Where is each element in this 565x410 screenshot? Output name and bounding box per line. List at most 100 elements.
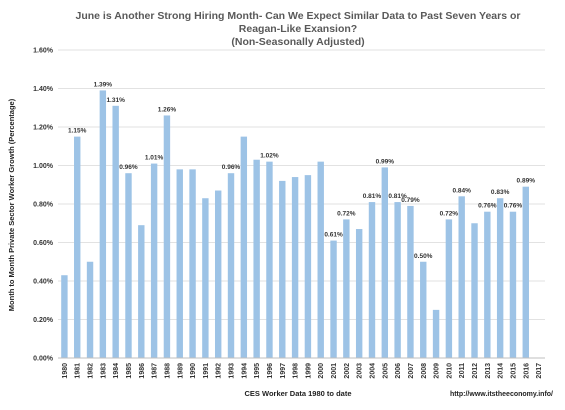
data-label-2002: 0.72% xyxy=(337,210,356,217)
y-tick-label: 0.40% xyxy=(33,279,54,286)
source-url: http://www.itstheeconomy.info/ xyxy=(450,391,553,398)
bar-2016 xyxy=(522,186,529,358)
x-tick-label-1987: 1987 xyxy=(152,363,159,379)
data-label-2010: 0.72% xyxy=(440,210,459,217)
data-label-2013: 0.76% xyxy=(478,203,497,210)
x-tick-label-2015: 2015 xyxy=(510,363,517,379)
bar-2000 xyxy=(317,161,324,358)
y-tick-label: 0.80% xyxy=(33,202,54,209)
x-tick-label-1990: 1990 xyxy=(190,363,197,379)
data-label-1981: 1.15% xyxy=(68,128,87,135)
x-tick-label-2002: 2002 xyxy=(344,363,351,379)
data-label-1996: 1.02% xyxy=(260,153,279,160)
data-label-2007: 0.79% xyxy=(401,197,420,204)
data-labels: 1.15% 1.39% 1.31% 0.96% 1.01% 1.26% 0.96% 1.02%… xyxy=(68,81,535,259)
data-label-1985: 0.96% xyxy=(119,164,138,171)
bar-2012 xyxy=(471,223,478,358)
data-label-2001: 0.61% xyxy=(324,232,343,239)
chart-title-line-1: June is Another Strong Hiring Month- Can… xyxy=(76,10,521,22)
bar-2010 xyxy=(445,219,453,358)
x-tick-label-2004: 2004 xyxy=(369,363,376,379)
x-tick-label-1999: 1999 xyxy=(305,363,312,379)
x-tick-label-2010: 2010 xyxy=(446,363,453,379)
x-tick-label-1985: 1985 xyxy=(126,363,133,379)
bar-1983 xyxy=(99,90,107,359)
bar-1992 xyxy=(214,190,222,358)
bar-1987 xyxy=(150,163,158,358)
x-tick-label-2016: 2016 xyxy=(523,363,530,379)
chart-title-line-2: Reagan-Like Exansion? xyxy=(239,23,357,35)
chart-title: June is Another Strong Hiring Month- Can… xyxy=(76,10,521,48)
data-label-1987: 1.01% xyxy=(145,155,164,162)
y-tick-label: 0.60% xyxy=(33,240,54,247)
bar-1988 xyxy=(163,115,171,358)
data-label-2004: 0.81% xyxy=(363,193,382,200)
data-label-2011: 0.84% xyxy=(452,187,471,194)
x-axis-title: CES Worker Data 1980 to date xyxy=(245,389,352,398)
bar-2004 xyxy=(368,202,376,358)
bar-1998 xyxy=(291,177,299,358)
bar-2002 xyxy=(343,219,350,358)
x-tick-label-1996: 1996 xyxy=(267,363,274,379)
x-axis-ticks: 1980 1981 1982 1983 1984 1985 1986 1987 1988 1989… xyxy=(62,363,543,379)
bar-2014 xyxy=(496,198,504,358)
bar-1980 xyxy=(61,275,68,358)
bar-1984 xyxy=(112,105,119,358)
data-label-2015: 0.76% xyxy=(504,203,523,210)
x-tick-label-1994: 1994 xyxy=(241,363,248,379)
data-label-1988: 1.26% xyxy=(158,106,177,113)
bar-1995 xyxy=(253,159,260,358)
bar-2006 xyxy=(394,202,401,358)
data-label-2005: 0.99% xyxy=(376,158,395,165)
x-tick-label-1991: 1991 xyxy=(203,363,210,379)
data-label-1983: 1.39% xyxy=(94,81,113,88)
bar-1996 xyxy=(266,161,273,358)
x-tick-label-2013: 2013 xyxy=(485,363,492,379)
y-tick-label: 1.60% xyxy=(33,48,54,55)
x-tick-label-2000: 2000 xyxy=(318,363,325,379)
bar-2003 xyxy=(355,229,363,358)
x-tick-label-2012: 2012 xyxy=(472,363,479,379)
bar-series xyxy=(61,90,529,359)
y-tick-label: 0.00% xyxy=(33,356,54,363)
x-tick-label-1980: 1980 xyxy=(62,363,69,379)
bar-2009 xyxy=(432,309,440,358)
data-label-1984: 1.31% xyxy=(106,97,125,104)
bar-2001 xyxy=(330,240,337,358)
bar-1982 xyxy=(86,261,94,358)
bar-2011 xyxy=(458,196,465,358)
chart-title-line-3: (Non-Seasonally Adjusted) xyxy=(231,36,364,48)
y-axis-title: Month to Month Private Sector Worker Gro… xyxy=(7,98,16,311)
bar-1990 xyxy=(189,169,196,358)
x-tick-label-1989: 1989 xyxy=(177,363,184,379)
bar-1986 xyxy=(138,225,145,358)
bar-1993 xyxy=(227,173,235,358)
data-label-2008: 0.50% xyxy=(414,253,433,260)
bar-1985 xyxy=(125,173,132,358)
y-tick-label: 1.00% xyxy=(33,163,54,170)
x-tick-label-1995: 1995 xyxy=(254,363,261,379)
x-tick-label-1984: 1984 xyxy=(113,363,120,379)
bar-2008 xyxy=(420,261,427,358)
x-tick-label-2008: 2008 xyxy=(421,363,428,379)
x-tick-label-1983: 1983 xyxy=(100,363,107,379)
bar-2005 xyxy=(381,167,389,358)
x-tick-label-1981: 1981 xyxy=(75,363,82,379)
y-axis-ticks: 0.00% 0.20% 0.40% 0.60% 0.80% 1.00% 1.20% 1.40%… xyxy=(33,48,54,363)
x-tick-label-2005: 2005 xyxy=(382,363,389,379)
bar-2007 xyxy=(407,205,414,358)
y-tick-label: 0.20% xyxy=(33,317,54,324)
x-tick-label-2001: 2001 xyxy=(331,363,338,379)
x-tick-label-1982: 1982 xyxy=(88,363,95,379)
x-tick-label-1992: 1992 xyxy=(216,363,223,379)
bar-1997 xyxy=(279,180,286,358)
bar-1999 xyxy=(304,175,312,358)
x-tick-label-1997: 1997 xyxy=(280,363,287,379)
data-label-2014: 0.83% xyxy=(491,189,510,196)
bar-2013 xyxy=(484,211,491,358)
data-label-2006: 0.81% xyxy=(388,193,407,200)
x-tick-label-2011: 2011 xyxy=(459,363,466,378)
x-tick-label-2003: 2003 xyxy=(357,363,364,379)
bar-1989 xyxy=(176,169,183,358)
